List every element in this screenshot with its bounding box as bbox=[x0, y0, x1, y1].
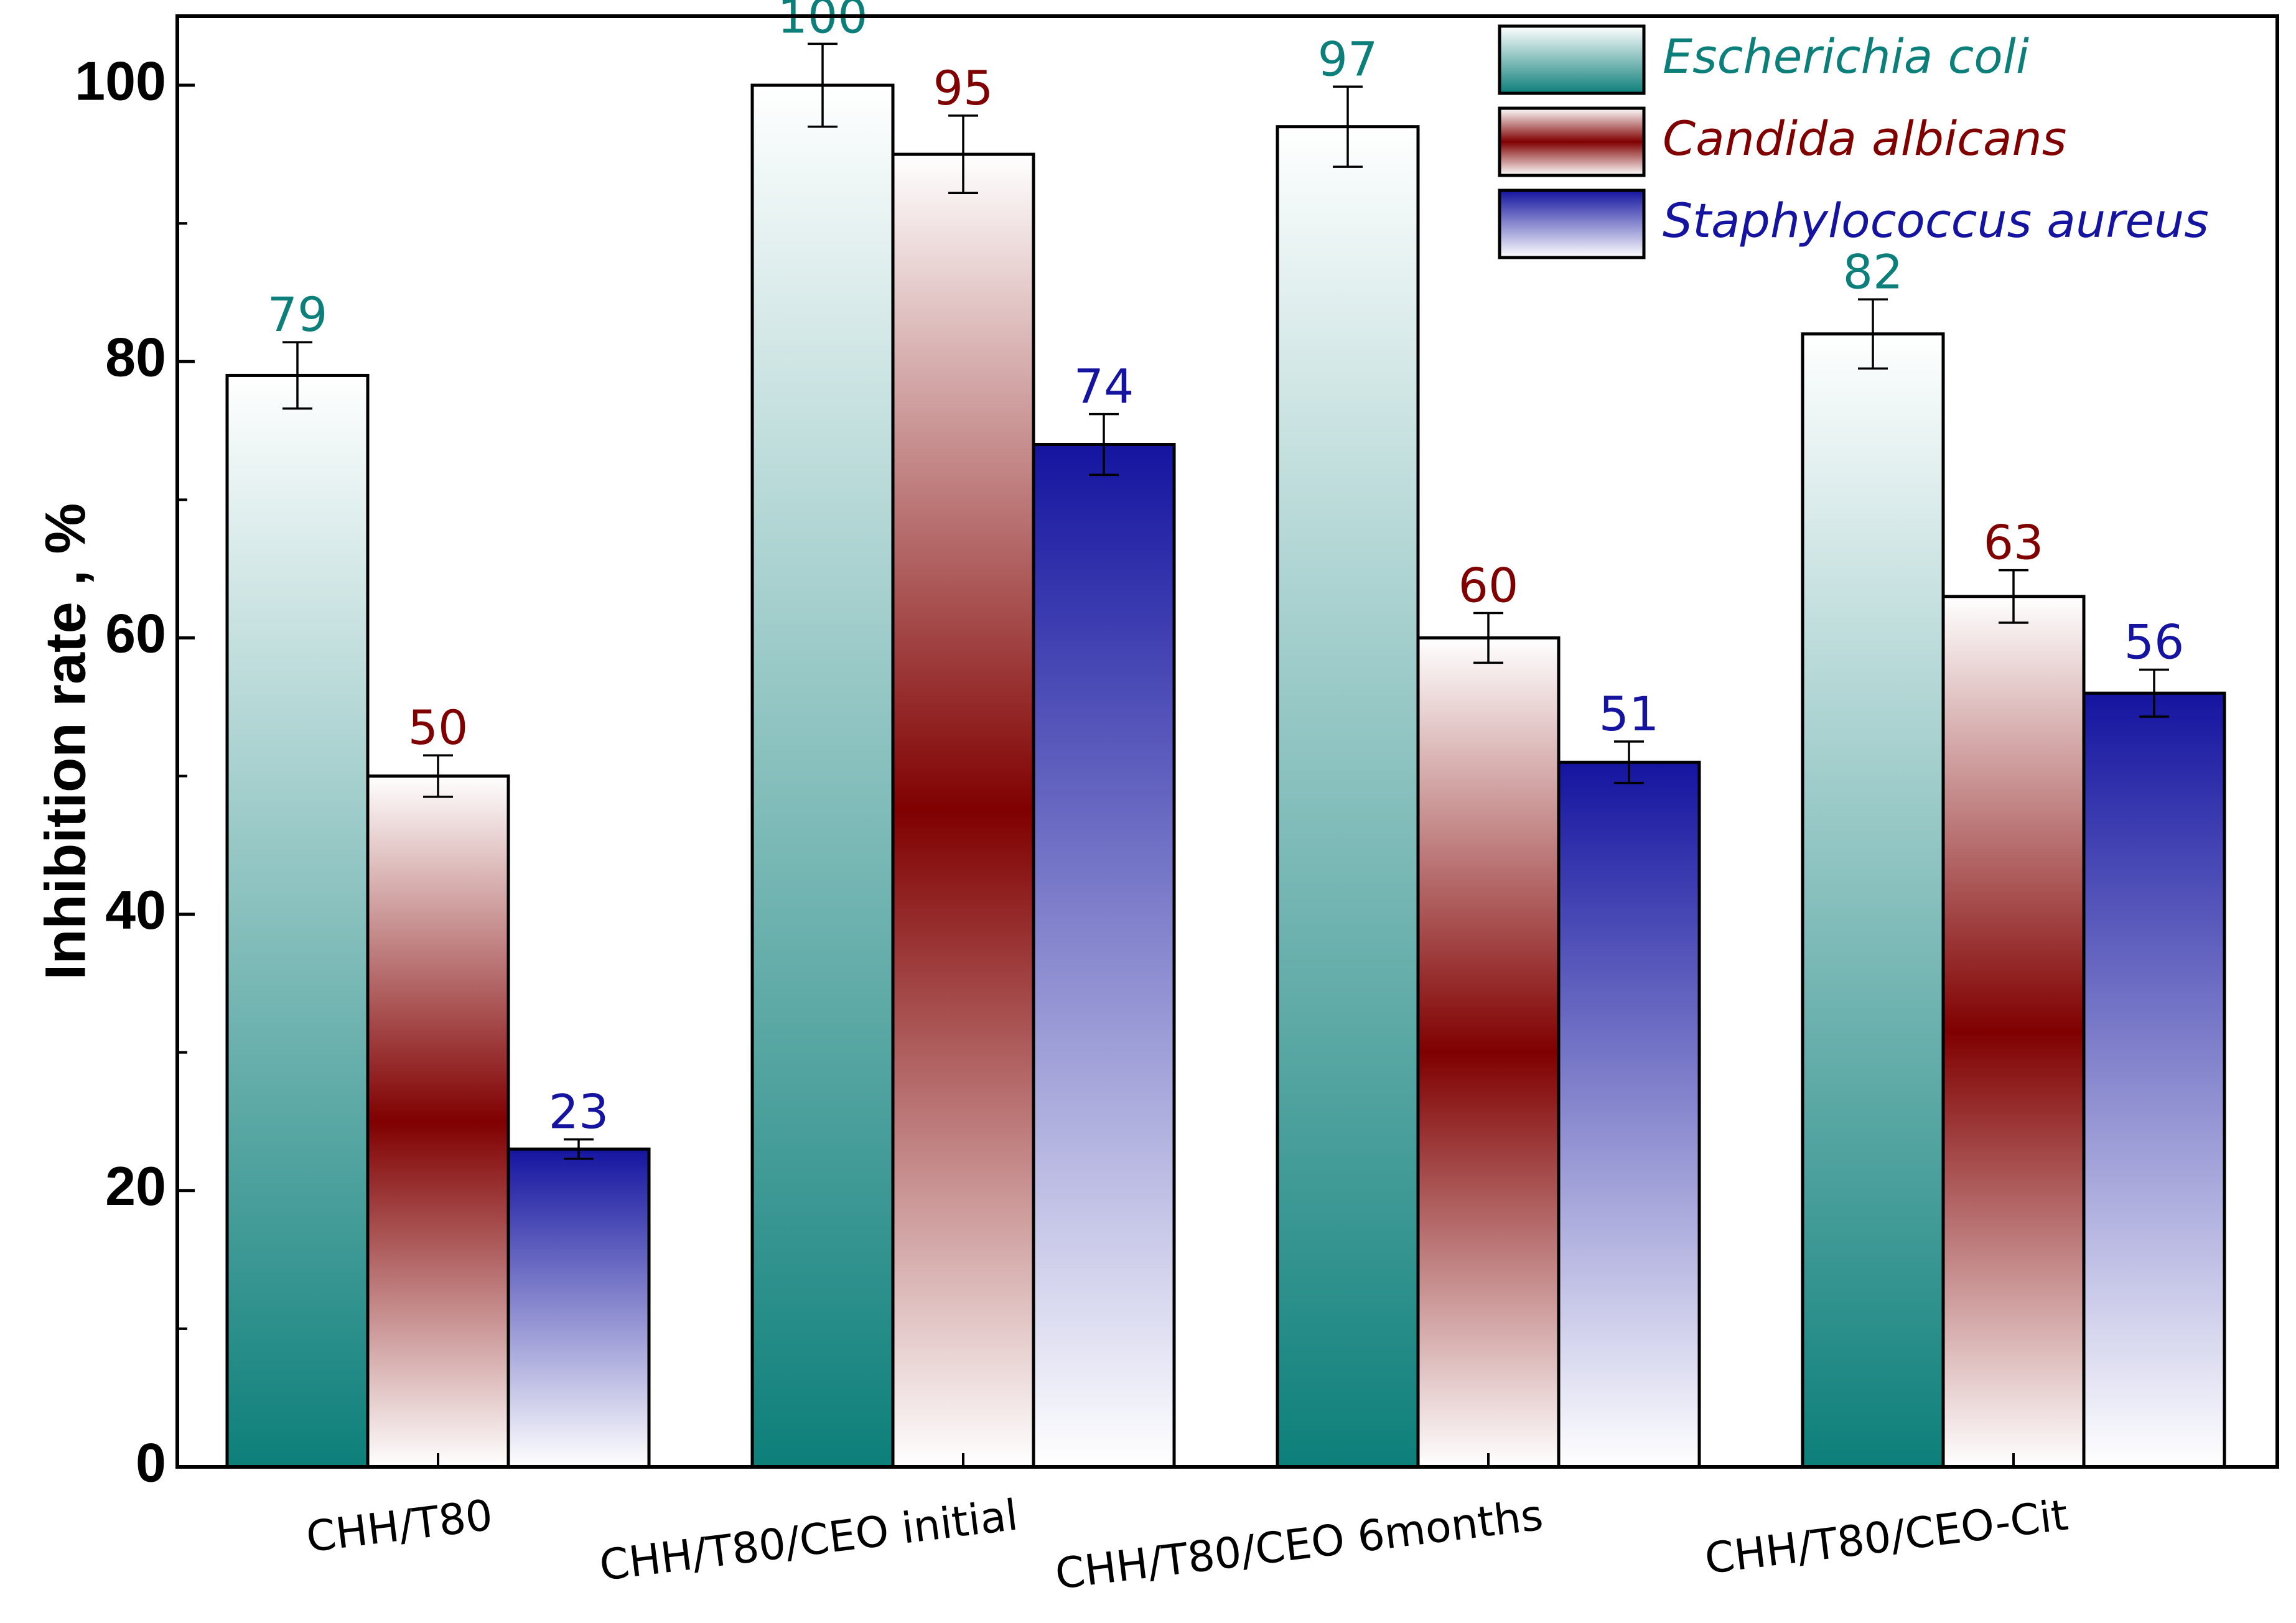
y-tick-label: 60 bbox=[105, 603, 166, 664]
error-bars-layer bbox=[282, 42, 2169, 1160]
bar bbox=[1801, 332, 1945, 1469]
data-label: 56 bbox=[2124, 615, 2185, 670]
y-tick-label: 80 bbox=[105, 326, 166, 388]
x-tick-label: CHH/T80/CEO-Cit bbox=[1702, 1490, 2071, 1584]
bars-layer bbox=[225, 83, 2226, 1469]
bar bbox=[1941, 595, 2086, 1469]
bar bbox=[2082, 691, 2226, 1469]
data-label: 51 bbox=[1599, 686, 1659, 742]
x-tick-label: CHH/T80 bbox=[304, 1490, 495, 1562]
data-label: 60 bbox=[1458, 557, 1519, 613]
bar bbox=[1276, 125, 1420, 1469]
y-axis: 0 20 40 60 80 100 bbox=[75, 50, 195, 1493]
bar bbox=[225, 373, 370, 1469]
data-label: 74 bbox=[1074, 359, 1134, 414]
data-label: 97 bbox=[1318, 31, 1378, 86]
x-axis: CHH/T80 CHH/T80/CEO initial CHH/T80/CEO 6m… bbox=[304, 1453, 2071, 1599]
bar bbox=[750, 83, 895, 1469]
bar bbox=[1416, 636, 1561, 1469]
data-label: 100 bbox=[777, 0, 867, 44]
data-label: 63 bbox=[1984, 515, 2044, 570]
data-label: 82 bbox=[1843, 244, 1903, 299]
data-label: 95 bbox=[933, 60, 994, 116]
bar bbox=[1557, 760, 1701, 1469]
bar bbox=[506, 1147, 651, 1469]
x-tick-label: CHH/T80/CEO initial bbox=[597, 1490, 1020, 1591]
y-tick-label: 20 bbox=[105, 1155, 166, 1217]
plot-frame bbox=[175, 14, 2279, 1469]
legend-swatch bbox=[1498, 188, 1646, 259]
legend-swatch bbox=[1498, 24, 1646, 95]
legend-entry: Candida albicans bbox=[1663, 111, 2066, 166]
bar bbox=[1032, 442, 1176, 1469]
legend: Escherichia coli Candida albicans Staphylo… bbox=[1498, 24, 2209, 259]
data-labels-layer: 79 50 23 100 95 74 97 60 51 82 63 56 bbox=[268, 0, 2185, 1140]
legend-entry: Escherichia coli bbox=[1663, 29, 2029, 84]
bar bbox=[366, 774, 510, 1469]
y-tick-label: 100 bbox=[75, 50, 166, 111]
y-axis-label: Inhibition rate , % bbox=[34, 503, 97, 980]
x-tick-label: CHH/T80/CEO 6months bbox=[1053, 1490, 1546, 1599]
data-label: 50 bbox=[408, 700, 469, 755]
y-tick-label: 40 bbox=[105, 879, 166, 941]
legend-swatch bbox=[1498, 106, 1646, 177]
data-label: 23 bbox=[549, 1084, 609, 1140]
legend-entry: Staphylococcus aureus bbox=[1663, 193, 2209, 248]
y-tick-label: 0 bbox=[136, 1431, 166, 1493]
bar bbox=[891, 152, 1035, 1469]
data-label: 79 bbox=[268, 287, 328, 342]
